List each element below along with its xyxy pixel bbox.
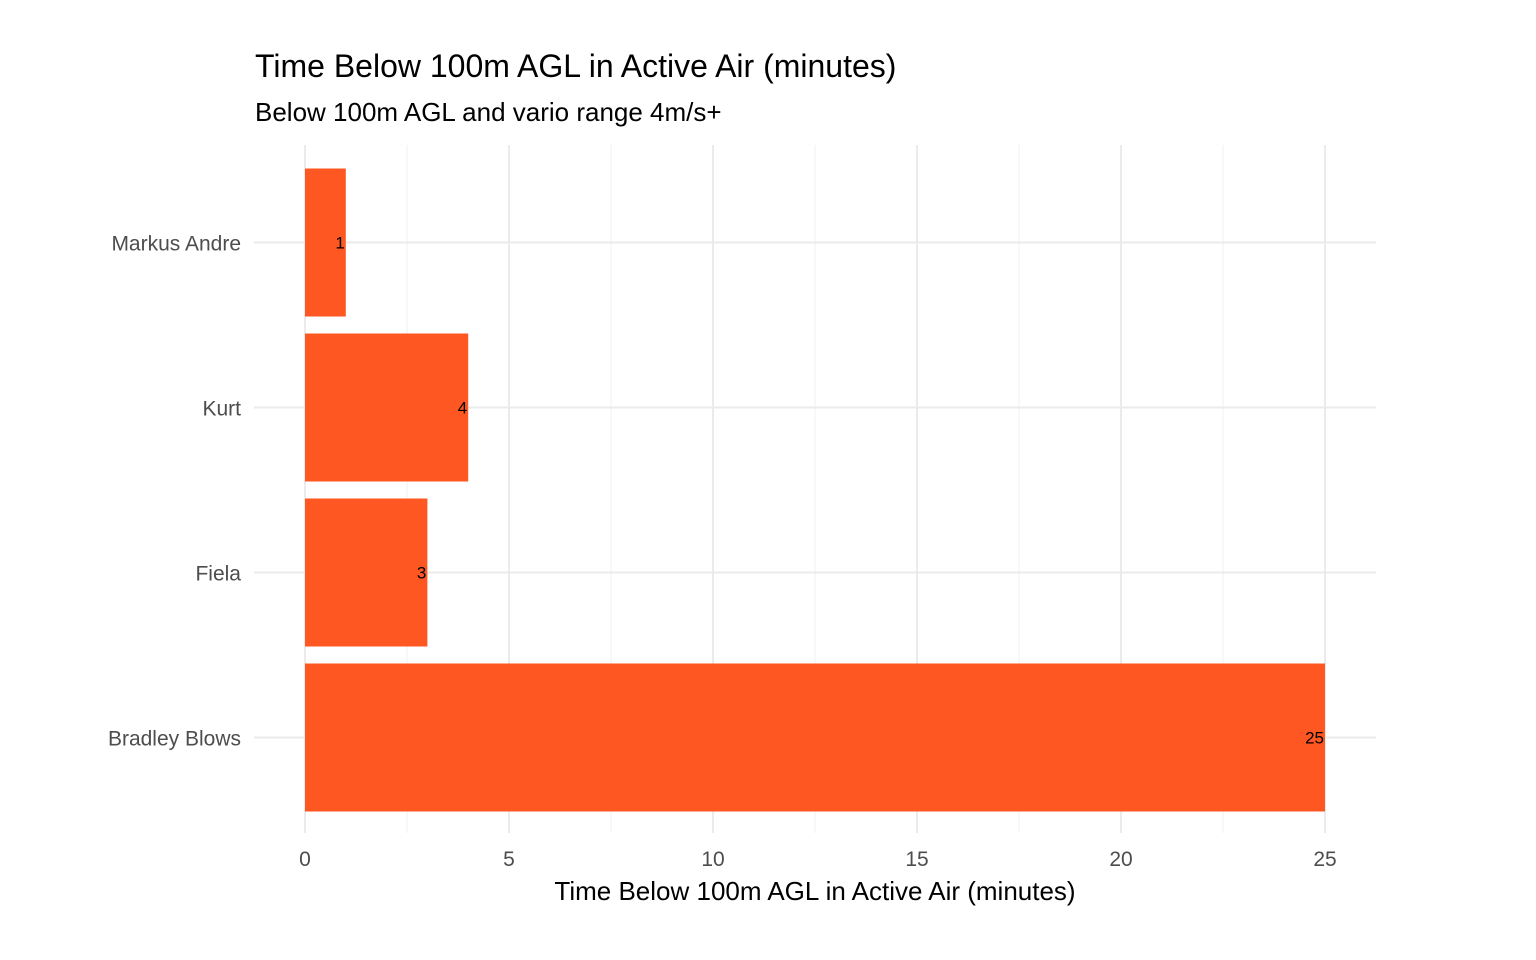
y-tick-label: Markus Andre — [111, 233, 241, 256]
x-tick-label: 10 — [701, 848, 724, 871]
bar — [305, 168, 346, 317]
data-label: 25 — [1305, 729, 1324, 748]
x-tick-label: 20 — [1109, 848, 1132, 871]
chart-title: Time Below 100m AGL in Active Air (minut… — [255, 48, 897, 84]
y-tick-label: Kurt — [202, 398, 241, 421]
y-axis-tick-labels: Markus Andre Kurt Fiela Bradley Blows — [108, 233, 241, 751]
chart-subtitle: Below 100m AGL and vario range 4m/s+ — [255, 97, 722, 127]
x-tick-label: 5 — [503, 848, 515, 871]
x-tick-label: 25 — [1313, 848, 1336, 871]
bars — [305, 168, 1325, 812]
data-labels: 1 4 3 25 — [335, 234, 1324, 748]
data-label: 4 — [458, 399, 467, 418]
bar — [305, 663, 1325, 812]
bar — [305, 498, 428, 647]
x-axis-tick-labels: 0 5 10 15 20 25 — [299, 848, 1337, 871]
x-tick-label: 0 — [299, 848, 311, 871]
x-axis-title: Time Below 100m AGL in Active Air (minut… — [554, 876, 1075, 906]
y-tick-label: Fiela — [195, 563, 241, 586]
y-tick-label: Bradley Blows — [108, 728, 241, 751]
bar — [305, 333, 469, 482]
data-label: 3 — [417, 564, 426, 583]
x-tick-label: 15 — [905, 848, 928, 871]
data-label: 1 — [335, 234, 344, 253]
